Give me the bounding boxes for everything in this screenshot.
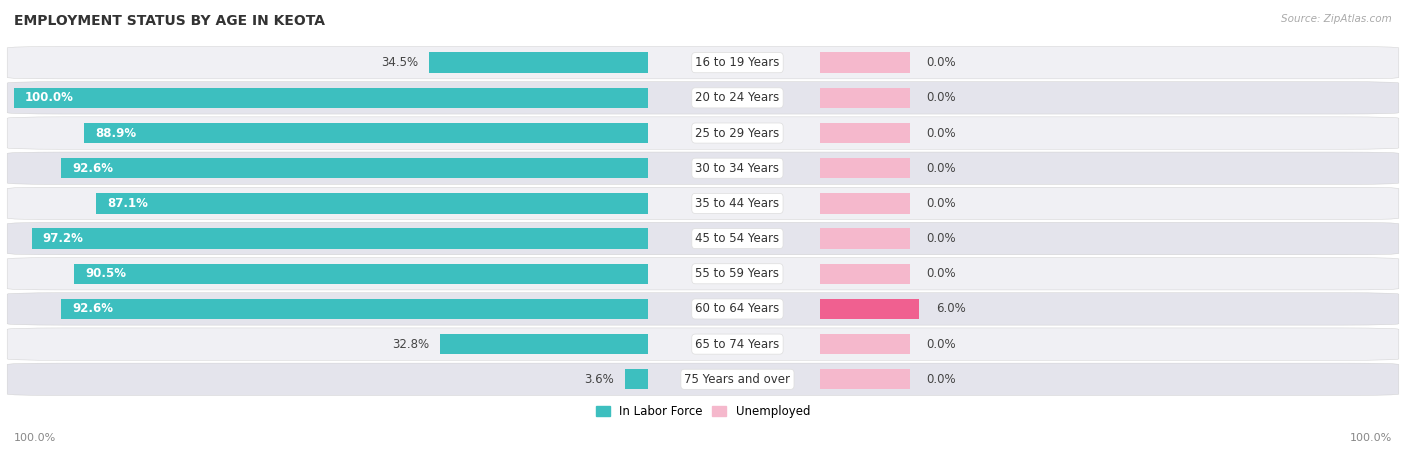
FancyBboxPatch shape	[7, 82, 1399, 114]
Text: 100.0%: 100.0%	[25, 92, 75, 104]
Text: 0.0%: 0.0%	[927, 162, 956, 175]
Text: 55 to 59 Years: 55 to 59 Years	[696, 267, 779, 280]
Text: 92.6%: 92.6%	[72, 162, 112, 175]
Bar	[820, 334, 910, 354]
Text: 88.9%: 88.9%	[96, 127, 136, 139]
Bar	[75, 263, 648, 284]
Text: 0.0%: 0.0%	[927, 338, 956, 350]
Text: 100.0%: 100.0%	[1350, 433, 1392, 443]
Bar	[60, 299, 648, 319]
Text: Source: ZipAtlas.com: Source: ZipAtlas.com	[1281, 14, 1392, 23]
FancyBboxPatch shape	[7, 363, 1399, 396]
Bar	[820, 123, 910, 143]
Bar	[820, 52, 910, 73]
Text: 0.0%: 0.0%	[927, 127, 956, 139]
Text: 16 to 19 Years: 16 to 19 Years	[695, 56, 780, 69]
Text: 0.0%: 0.0%	[927, 197, 956, 210]
Text: 20 to 24 Years: 20 to 24 Years	[696, 92, 779, 104]
FancyBboxPatch shape	[7, 293, 1399, 325]
Text: 0.0%: 0.0%	[927, 232, 956, 245]
Bar	[820, 263, 910, 284]
Text: 34.5%: 34.5%	[381, 56, 418, 69]
Bar	[14, 87, 648, 108]
Bar	[820, 193, 910, 214]
Text: 30 to 34 Years: 30 to 34 Years	[696, 162, 779, 175]
FancyBboxPatch shape	[7, 152, 1399, 184]
Legend: In Labor Force, Unemployed: In Labor Force, Unemployed	[591, 400, 815, 423]
Text: 92.6%: 92.6%	[72, 303, 112, 315]
Text: 0.0%: 0.0%	[927, 92, 956, 104]
Text: 0.0%: 0.0%	[927, 56, 956, 69]
Text: 87.1%: 87.1%	[107, 197, 148, 210]
Text: 32.8%: 32.8%	[392, 338, 429, 350]
Text: 25 to 29 Years: 25 to 29 Years	[696, 127, 779, 139]
Bar	[429, 52, 648, 73]
Bar	[820, 87, 910, 108]
Text: 0.0%: 0.0%	[927, 373, 956, 386]
Text: 3.6%: 3.6%	[585, 373, 614, 386]
FancyBboxPatch shape	[7, 46, 1399, 79]
Bar	[820, 299, 920, 319]
Text: 0.0%: 0.0%	[927, 267, 956, 280]
FancyBboxPatch shape	[7, 117, 1399, 149]
Bar	[96, 193, 648, 214]
Bar	[820, 158, 910, 179]
Text: 35 to 44 Years: 35 to 44 Years	[696, 197, 779, 210]
Bar	[32, 228, 648, 249]
Bar	[626, 369, 648, 390]
Text: 60 to 64 Years: 60 to 64 Years	[696, 303, 779, 315]
Text: 65 to 74 Years: 65 to 74 Years	[696, 338, 779, 350]
FancyBboxPatch shape	[7, 187, 1399, 220]
Text: 6.0%: 6.0%	[936, 303, 966, 315]
Bar	[820, 228, 910, 249]
FancyBboxPatch shape	[7, 222, 1399, 255]
Text: 75 Years and over: 75 Years and over	[685, 373, 790, 386]
Bar	[440, 334, 648, 354]
Text: 45 to 54 Years: 45 to 54 Years	[696, 232, 779, 245]
Text: 90.5%: 90.5%	[86, 267, 127, 280]
Text: 100.0%: 100.0%	[14, 433, 56, 443]
Bar	[60, 158, 648, 179]
Bar	[820, 369, 910, 390]
FancyBboxPatch shape	[7, 258, 1399, 290]
Text: 97.2%: 97.2%	[42, 232, 84, 245]
FancyBboxPatch shape	[7, 328, 1399, 360]
Text: EMPLOYMENT STATUS BY AGE IN KEOTA: EMPLOYMENT STATUS BY AGE IN KEOTA	[14, 14, 325, 28]
Bar	[84, 123, 648, 143]
